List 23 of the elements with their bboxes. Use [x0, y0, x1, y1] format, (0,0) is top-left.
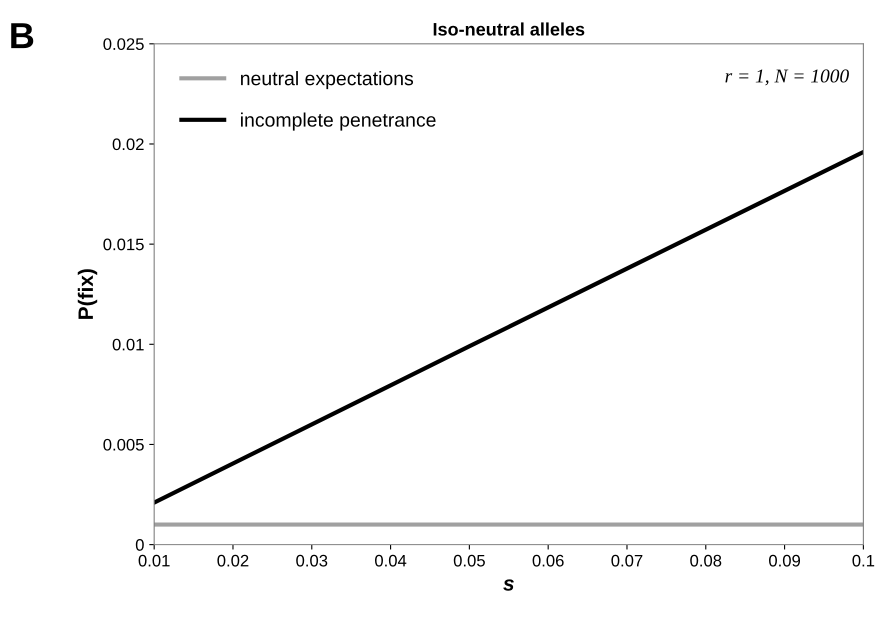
annotation: r = 1, N = 1000	[725, 69, 849, 86]
x-tick-label: 0.08	[690, 554, 722, 567]
y-axis-title: P(fix)	[78, 269, 98, 319]
x-axis-title: s	[503, 579, 514, 591]
y-tick-label: 0.025	[103, 38, 144, 50]
x-tick-label: 0.07	[611, 554, 642, 567]
legend-label: incomplete penetrance	[241, 112, 436, 131]
x-tick-label: 0.1	[852, 554, 874, 567]
y-tick-label: 0	[136, 539, 144, 551]
x-tick-label: 0.09	[769, 554, 800, 567]
chart-title: Iso-neutral alleles	[434, 22, 584, 36]
x-tick-label: 0.03	[296, 554, 328, 567]
text: B	[11, 23, 34, 48]
x-tick-label: 0.06	[532, 554, 564, 567]
x-tick-label: 0.01	[138, 554, 170, 567]
x-tick-label: 0.02	[217, 554, 248, 567]
x-tick-label: 0.05	[454, 554, 485, 567]
y-tick-label: 0.015	[103, 238, 144, 250]
y-tick-label: 0.02	[112, 138, 144, 150]
y-tick-label: 0.01	[112, 338, 144, 351]
legend-label: neutral expectations	[241, 71, 414, 90]
y-tick-label: 0.005	[103, 438, 144, 451]
x-tick-label: 0.04	[375, 554, 406, 567]
